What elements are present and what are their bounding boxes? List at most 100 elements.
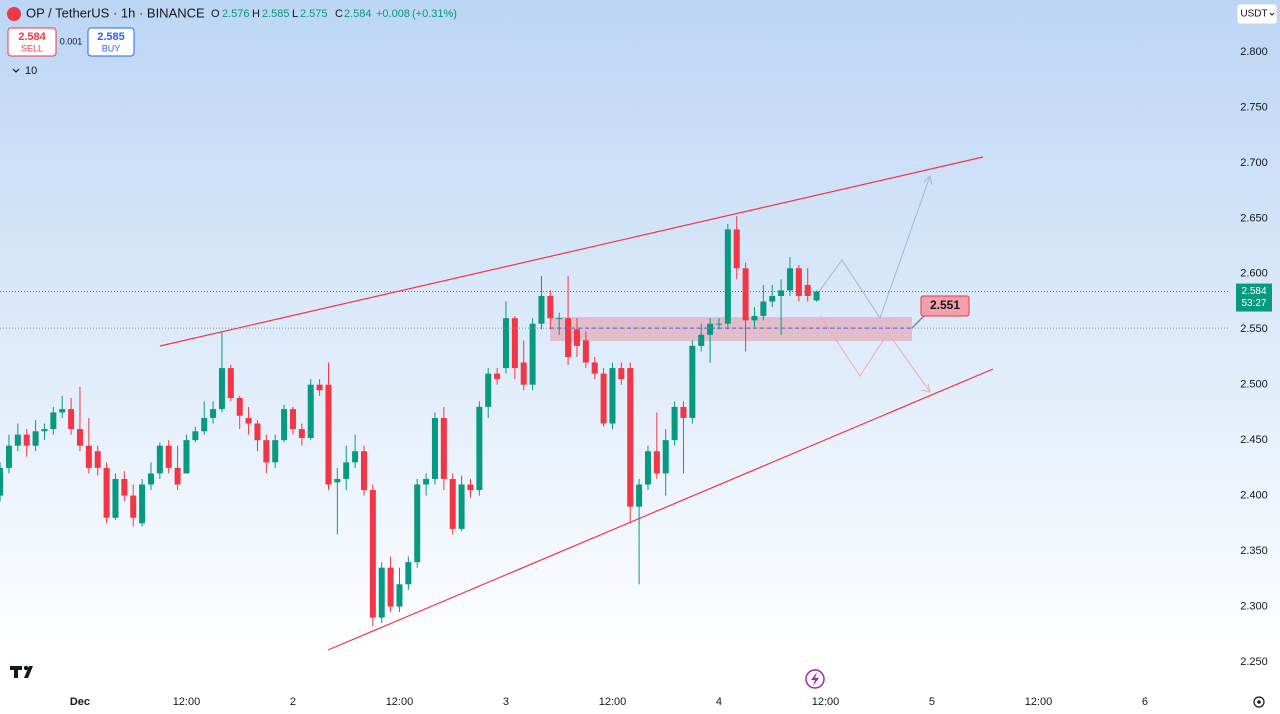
candle-body [707, 323, 714, 335]
candle-body [751, 315, 758, 321]
candle-body [289, 409, 296, 430]
ohlc-letter: C [335, 8, 343, 20]
candle-body [414, 484, 421, 563]
candle-body [147, 473, 154, 485]
ohlc-letter: H [252, 8, 260, 20]
candle-body [5, 445, 12, 468]
candle-body [343, 462, 350, 479]
candle-body [769, 295, 776, 302]
buy-button[interactable] [87, 27, 135, 57]
settings-dot [1257, 700, 1261, 704]
indicators-count: 10 [25, 65, 37, 77]
y-tick-label: 2.750 [1240, 101, 1268, 113]
arrow-head [923, 175, 933, 186]
y-tick-label: 2.250 [1240, 656, 1268, 668]
candle-body [671, 406, 678, 441]
lightning [811, 672, 819, 686]
y-tick-label: 2.400 [1240, 490, 1268, 502]
target-label: 2.551 [930, 298, 960, 312]
x-tick-label: 12:00 [599, 696, 627, 708]
candle-body [476, 406, 483, 491]
settings-icon[interactable] [1253, 696, 1265, 708]
buy-price: 2.585 [97, 31, 125, 43]
x-tick-label: Dec [70, 696, 90, 708]
candle-body [352, 451, 359, 463]
candle-body [334, 478, 341, 483]
candle-body [210, 409, 217, 418]
candle-body [547, 295, 554, 319]
candle-body [360, 451, 367, 491]
current-price-label: 2.584 [1241, 286, 1266, 297]
x-tick-label: 4 [716, 696, 722, 708]
candle-body [636, 484, 643, 507]
candle-body [201, 417, 208, 432]
change: +0.008 [376, 8, 410, 20]
buy-label: BUY [102, 43, 121, 53]
x-tick-label: 12:00 [1025, 696, 1053, 708]
symbol-logo [7, 7, 21, 21]
y-tick-label: 2.550 [1240, 323, 1268, 335]
ohlc-letter: O [211, 8, 220, 20]
sell-button[interactable] [7, 27, 57, 57]
candle-body [227, 368, 234, 399]
candle-body [41, 429, 48, 432]
candles [0, 216, 1230, 627]
symbol-title: OP / TetherUS · 1h · BINANCE [26, 5, 205, 20]
candle-body [139, 484, 146, 524]
y-tick-label: 2.700 [1240, 157, 1268, 169]
candle-body [760, 301, 767, 316]
candle-body [23, 434, 30, 446]
candle-body [573, 329, 580, 346]
current-price-tag [1236, 283, 1272, 312]
ohlc-letter: L [292, 8, 298, 20]
overlay: 2.250 2.300 2.350 2.400 2.450 2.500 2.550 2.600… [70, 46, 1272, 708]
ohlc-value: 2.584 [344, 8, 372, 20]
candle-body [325, 384, 332, 485]
candle-body [618, 368, 625, 380]
x-tick-label: 3 [503, 696, 509, 708]
candle-body [627, 368, 634, 507]
x-tick-label: 12:00 [812, 696, 840, 708]
candle-body [795, 268, 802, 296]
candle-body [50, 412, 57, 430]
candle-body [112, 478, 119, 518]
candle-body [609, 368, 616, 424]
candle-body [485, 373, 492, 407]
candle-body [733, 229, 740, 269]
candle-body [307, 384, 314, 438]
candle-body [68, 409, 75, 430]
candle-body [281, 409, 288, 441]
candle-body [103, 467, 110, 518]
candle-body [130, 495, 137, 518]
candle-body [192, 431, 199, 441]
x-tick-label: 6 [1142, 696, 1148, 708]
candle-body [742, 268, 749, 321]
candle-body [689, 345, 696, 418]
collapse-icon[interactable] [12, 68, 20, 73]
candle-body [272, 440, 279, 463]
ohlc-value: 2.575 [300, 8, 328, 20]
y-tick-label: 2.500 [1240, 379, 1268, 391]
ohlc-value: 2.585 [262, 8, 290, 20]
candle-body [236, 398, 243, 416]
candle-body [76, 429, 83, 446]
tradingview-logo [10, 665, 33, 678]
candle-body [218, 368, 225, 410]
projection-down [819, 315, 931, 393]
candle-body [680, 406, 687, 418]
label-pointer [911, 314, 926, 329]
candle-body [156, 445, 163, 474]
candle-body [85, 445, 92, 468]
candle-body [494, 373, 501, 380]
y-tick-label: 2.450 [1240, 434, 1268, 446]
y-tick-label: 2.800 [1240, 46, 1268, 58]
support-zone [550, 317, 912, 341]
currency-button[interactable] [1236, 3, 1278, 25]
currency: USDT [1240, 9, 1267, 20]
candle-body [387, 567, 394, 607]
candle-body [582, 340, 589, 363]
lower-trendline [327, 368, 994, 651]
